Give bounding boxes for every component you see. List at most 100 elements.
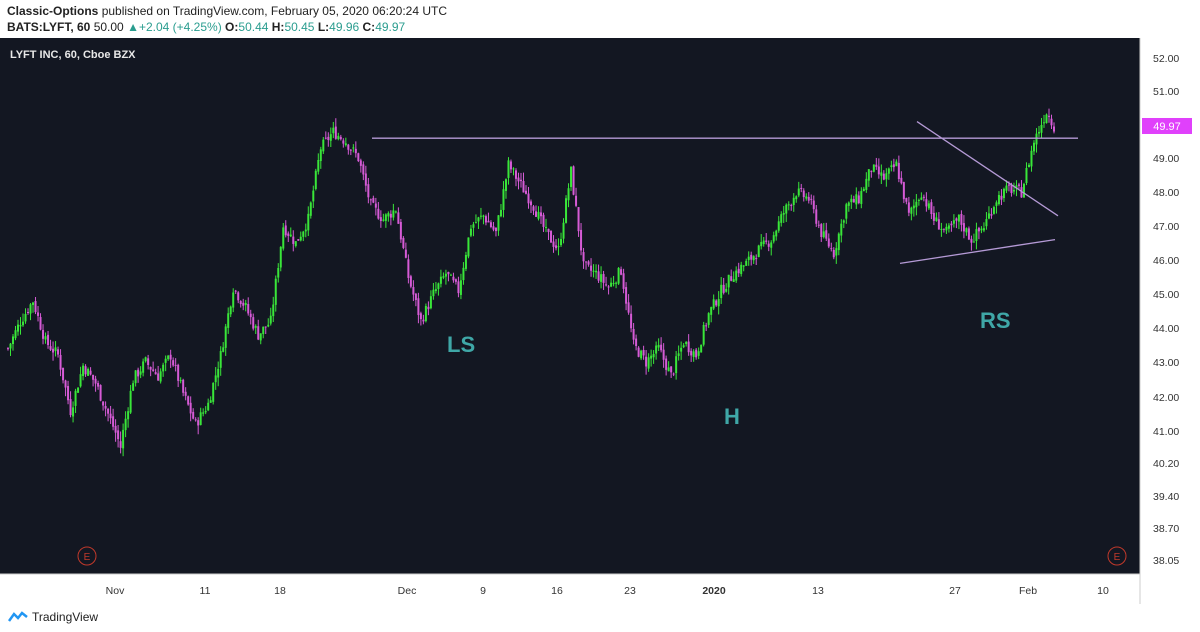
candle-body — [935, 217, 938, 221]
candle-body — [715, 300, 718, 306]
candle-body — [247, 303, 250, 314]
earnings-marker-right[interactable]: E — [1107, 546, 1127, 566]
candle-body — [930, 202, 933, 215]
candle-body — [322, 139, 325, 152]
symbol-label: BATS:LYFT, 60 — [7, 20, 91, 34]
candle-body — [242, 302, 245, 306]
candle-body — [835, 248, 838, 256]
candle-body — [462, 267, 465, 281]
low-value: 49.96 — [329, 20, 360, 34]
candle-body — [92, 374, 95, 380]
candle-body — [877, 166, 880, 175]
ascending-trendline[interactable] — [899, 238, 1056, 265]
y-tick-label: 39.40 — [1153, 491, 1179, 503]
candle-body — [865, 178, 868, 190]
candle-body — [650, 355, 653, 359]
candle-body — [9, 343, 12, 349]
tradingview-logo[interactable]: TradingView — [8, 610, 98, 624]
candle-body — [952, 220, 955, 224]
candle-body — [917, 199, 920, 201]
candle-body — [457, 281, 460, 294]
earnings-marker-left[interactable]: E — [77, 546, 97, 566]
candle-body — [535, 211, 538, 217]
candle-body — [550, 231, 553, 243]
candle-body — [44, 336, 47, 340]
open-value: 50.44 — [238, 20, 269, 34]
candle-body — [862, 188, 865, 192]
candle-body — [487, 220, 490, 223]
y-tick-label: 48.00 — [1153, 187, 1179, 199]
candle-body — [297, 239, 300, 241]
candle-body — [912, 205, 915, 209]
open-label: O: — [225, 20, 239, 34]
y-tick-label: 51.00 — [1153, 86, 1179, 98]
trendlines-layer — [372, 121, 1078, 265]
candle-body — [309, 202, 312, 216]
candle-body — [212, 382, 215, 402]
candle-body — [660, 344, 663, 351]
candle-body — [402, 237, 405, 248]
candle-body — [32, 302, 35, 305]
candle-body — [680, 347, 683, 352]
candle-body — [54, 347, 57, 352]
candle-body — [545, 226, 548, 228]
candle-body — [1040, 125, 1043, 133]
candle-body — [69, 399, 72, 416]
candle-body — [1042, 122, 1045, 124]
candle-body — [292, 236, 295, 244]
candle-body — [702, 325, 705, 345]
candle-body — [314, 170, 317, 189]
candle-body — [64, 380, 67, 388]
candle-body — [67, 385, 70, 401]
candle-body — [782, 213, 785, 215]
candle-body — [157, 373, 160, 381]
time-axis[interactable] — [0, 574, 1140, 604]
earnings-icon: E — [84, 552, 91, 563]
candle-body — [692, 351, 695, 357]
candle-body — [104, 405, 107, 409]
candle-body — [712, 299, 715, 309]
candle-body — [775, 230, 778, 237]
candle-body — [665, 358, 668, 370]
candle-body — [307, 213, 310, 231]
candle-body — [815, 209, 818, 224]
candle-body — [1015, 185, 1018, 189]
candle-body — [652, 354, 655, 358]
candle-body — [742, 265, 745, 267]
candle-body — [1030, 150, 1033, 167]
candle-body — [412, 287, 415, 295]
candle-body — [840, 223, 843, 236]
candle-body — [880, 172, 883, 176]
candle-body — [637, 347, 640, 357]
descending-trendline[interactable] — [916, 121, 1059, 217]
candle-body — [244, 302, 247, 306]
candle-body — [249, 313, 252, 318]
candle-body — [852, 199, 855, 203]
high-value: 50.45 — [284, 20, 315, 34]
candle-body — [787, 204, 790, 206]
author-name[interactable]: Classic-Options — [7, 4, 99, 18]
candle-body — [152, 369, 155, 371]
candle-body — [512, 168, 515, 170]
candle-body — [407, 259, 410, 278]
candle-body — [990, 214, 993, 216]
candle-body — [12, 336, 15, 344]
candle-body — [955, 218, 958, 221]
annotation-ls: LS — [447, 332, 475, 357]
candle-body — [557, 246, 560, 248]
candle-body — [762, 240, 765, 245]
plot-area[interactable] — [0, 38, 1140, 574]
candle-body — [509, 161, 512, 170]
x-tick-label: Feb — [1019, 585, 1037, 597]
x-tick-label: Nov — [106, 585, 125, 597]
candle-body — [254, 326, 257, 328]
candle-body — [62, 367, 65, 381]
candle-body — [802, 190, 805, 198]
candle-body — [514, 170, 517, 179]
candle-body — [675, 356, 678, 374]
candle-body — [377, 208, 380, 219]
candle-body — [1020, 187, 1023, 198]
price-chart[interactable]: LYFT INC, 60, Cboe BZX 52.0051.0050.0049… — [0, 38, 1200, 604]
candle-body — [459, 280, 462, 295]
candle-body — [922, 196, 925, 198]
